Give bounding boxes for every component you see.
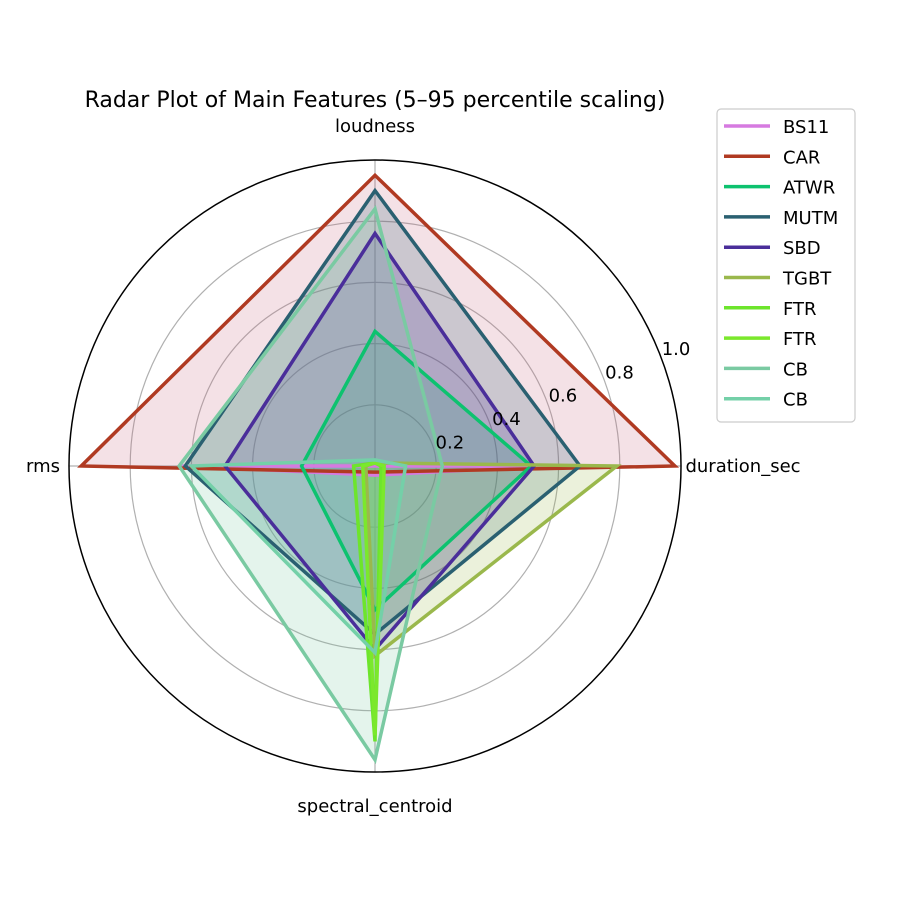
- legend-label-0: BS11: [783, 117, 829, 138]
- tick-label-0: 0.2: [436, 433, 465, 454]
- series-line-3: [182, 187, 583, 637]
- legend-label-7: FTR: [783, 329, 817, 350]
- tick-label-1: 0.4: [492, 409, 521, 430]
- legend-label-8: CB: [783, 359, 808, 380]
- legend-label-4: SBD: [783, 238, 821, 259]
- series-fill-5: [365, 462, 617, 656]
- legend-label-5: TGBT: [782, 269, 832, 290]
- series-line-9: [187, 458, 408, 657]
- series-line-2: [299, 328, 534, 613]
- legend-label-1: CAR: [783, 147, 820, 168]
- axis-label-duration_sec: duration_sec: [685, 456, 800, 477]
- axis-label-spectral_centroid: spectral_centroid: [297, 796, 452, 817]
- legend-label-9: CB: [783, 390, 808, 411]
- chart-title: Radar Plot of Main Features (5–95 percen…: [85, 88, 666, 113]
- series-line-1: [77, 172, 680, 474]
- axis-label-rms: rms: [26, 456, 60, 477]
- series-line-8: [177, 205, 445, 765]
- tick-label-3: 0.8: [605, 362, 634, 383]
- radial-tick-labels: 0.2 0.4 0.6 0.8 1.0: [436, 339, 691, 454]
- series-line-7: [360, 461, 386, 736]
- tick-label-2: 0.6: [549, 386, 578, 407]
- legend-label-6: FTR: [783, 299, 817, 320]
- tick-label-4: 1.0: [662, 339, 691, 360]
- axis-labels: duration_sec loudness rms spectral_centroid: [26, 116, 801, 817]
- legend-label-2: ATWR: [783, 178, 835, 199]
- series-fill-3: [185, 190, 581, 635]
- legend-label-3: MUTM: [783, 208, 838, 229]
- outer-frame: [68, 159, 682, 773]
- series-fill-4: [225, 233, 535, 650]
- axis-label-loudness: loudness: [335, 116, 415, 137]
- radar-series: [77, 172, 680, 765]
- legend: BS11 CAR ATWR MUTM SBD TGBT FTR FTR CB CB: [716, 108, 856, 423]
